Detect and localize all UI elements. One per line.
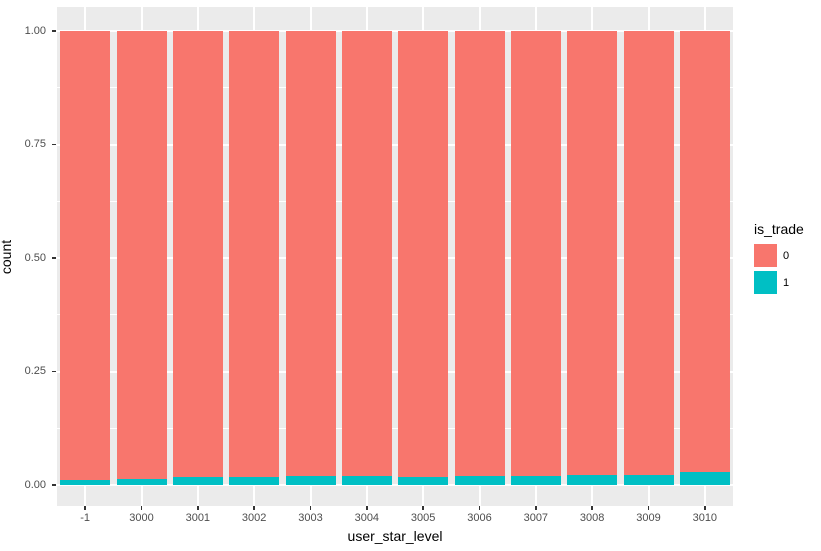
bar-segment-is-trade-0 bbox=[116, 31, 167, 479]
y-tick-mark bbox=[52, 257, 56, 259]
bar-segment-is-trade-0 bbox=[60, 31, 111, 480]
legend-swatch-1 bbox=[754, 271, 777, 294]
x-tick-label: 3010 bbox=[692, 512, 718, 524]
x-tick-label: 3001 bbox=[185, 512, 211, 524]
bar-segment-is-trade-1 bbox=[567, 475, 618, 485]
bar-3009 bbox=[623, 31, 674, 485]
legend-label: 1 bbox=[783, 276, 790, 289]
bar-3006 bbox=[454, 31, 505, 485]
y-tick-label: 1.00 bbox=[24, 24, 46, 37]
legend-swatch-0 bbox=[754, 244, 777, 267]
x-tick-label: 3004 bbox=[354, 512, 380, 524]
bar-segment-is-trade-0 bbox=[454, 31, 505, 477]
y-tick-mark bbox=[52, 143, 56, 146]
bar-segment-is-trade-1 bbox=[229, 476, 280, 485]
x-tick-mark bbox=[704, 506, 706, 510]
bar-segment-is-trade-0 bbox=[285, 31, 336, 476]
x-tick-mark bbox=[84, 506, 86, 510]
bar-segment-is-trade-1 bbox=[510, 476, 561, 485]
x-axis-title: user_star_level bbox=[347, 528, 443, 544]
bar-3010 bbox=[679, 31, 730, 485]
x-tick-mark bbox=[647, 506, 650, 510]
y-tick-mark bbox=[52, 370, 56, 373]
gridline-major bbox=[57, 370, 733, 373]
legend-entry-0: 0 bbox=[754, 244, 804, 267]
bar-segment-is-trade-1 bbox=[454, 476, 505, 485]
bar--1 bbox=[60, 31, 111, 485]
x-tick-mark bbox=[140, 506, 143, 510]
x-tick-mark bbox=[366, 506, 368, 510]
y-tick-label: 0.25 bbox=[24, 365, 46, 377]
bar-segment-is-trade-1 bbox=[285, 475, 336, 485]
legend-label: 0 bbox=[783, 249, 790, 262]
x-tick-label: 3000 bbox=[129, 512, 154, 524]
gridline-major bbox=[57, 30, 733, 32]
y-tick-label: 0.50 bbox=[24, 251, 46, 264]
y-tick-mark bbox=[52, 30, 56, 32]
y-tick-label: 0.00 bbox=[24, 478, 46, 491]
bar-segment-is-trade-0 bbox=[567, 31, 618, 476]
x-tick-label: 3005 bbox=[410, 512, 436, 524]
bar-3007 bbox=[510, 31, 561, 485]
gridline-minor bbox=[57, 314, 733, 316]
x-tick-label: 3007 bbox=[523, 512, 549, 524]
x-tick-label: 3003 bbox=[298, 512, 323, 524]
bar-segment-is-trade-0 bbox=[341, 31, 392, 477]
plot-panel bbox=[57, 7, 733, 506]
bar-3005 bbox=[398, 31, 449, 485]
bar-segment-is-trade-0 bbox=[623, 31, 674, 476]
bar-segment-is-trade-0 bbox=[510, 31, 561, 477]
bar-3000 bbox=[116, 31, 167, 485]
bar-segment-is-trade-1 bbox=[172, 476, 223, 485]
bar-3003 bbox=[285, 31, 336, 485]
gridline-minor bbox=[57, 427, 733, 429]
y-tick-label: 0.75 bbox=[24, 138, 46, 150]
bar-segment-is-trade-1 bbox=[60, 479, 111, 485]
x-tick-label: 3008 bbox=[579, 512, 605, 524]
bar-3004 bbox=[341, 31, 392, 485]
legend-entry-1: 1 bbox=[754, 271, 804, 294]
x-tick-mark bbox=[591, 506, 593, 510]
bar-segment-is-trade-1 bbox=[679, 472, 730, 485]
x-tick-label: 3009 bbox=[636, 512, 661, 524]
bar-segment-is-trade-0 bbox=[679, 31, 730, 473]
x-tick-mark bbox=[197, 506, 199, 510]
bar-segment-is-trade-0 bbox=[398, 31, 449, 477]
bar-segment-is-trade-1 bbox=[398, 476, 449, 485]
bar-3008 bbox=[567, 31, 618, 485]
y-tick-mark bbox=[52, 484, 56, 486]
bar-3001 bbox=[172, 31, 223, 485]
x-tick-mark bbox=[253, 506, 255, 510]
x-tick-mark bbox=[478, 506, 481, 510]
x-tick-label: -1 bbox=[80, 512, 91, 524]
x-tick-mark bbox=[309, 506, 312, 510]
legend-title: is_trade bbox=[754, 221, 804, 237]
bar-segment-is-trade-1 bbox=[116, 478, 167, 485]
x-tick-label: 3002 bbox=[241, 512, 267, 524]
bar-3002 bbox=[229, 31, 280, 485]
x-tick-mark bbox=[422, 506, 424, 510]
bar-segment-is-trade-0 bbox=[172, 31, 223, 477]
bar-segment-is-trade-1 bbox=[623, 475, 674, 485]
gridline-minor bbox=[57, 87, 733, 89]
gridline-major bbox=[57, 143, 733, 146]
bar-segment-is-trade-1 bbox=[341, 476, 392, 485]
bar-segment-is-trade-0 bbox=[229, 31, 280, 477]
gridline-major bbox=[57, 484, 733, 486]
x-tick-label: 3006 bbox=[467, 512, 492, 524]
x-tick-mark bbox=[535, 506, 537, 510]
gridline-major bbox=[57, 257, 733, 259]
gridline-minor bbox=[57, 200, 733, 202]
